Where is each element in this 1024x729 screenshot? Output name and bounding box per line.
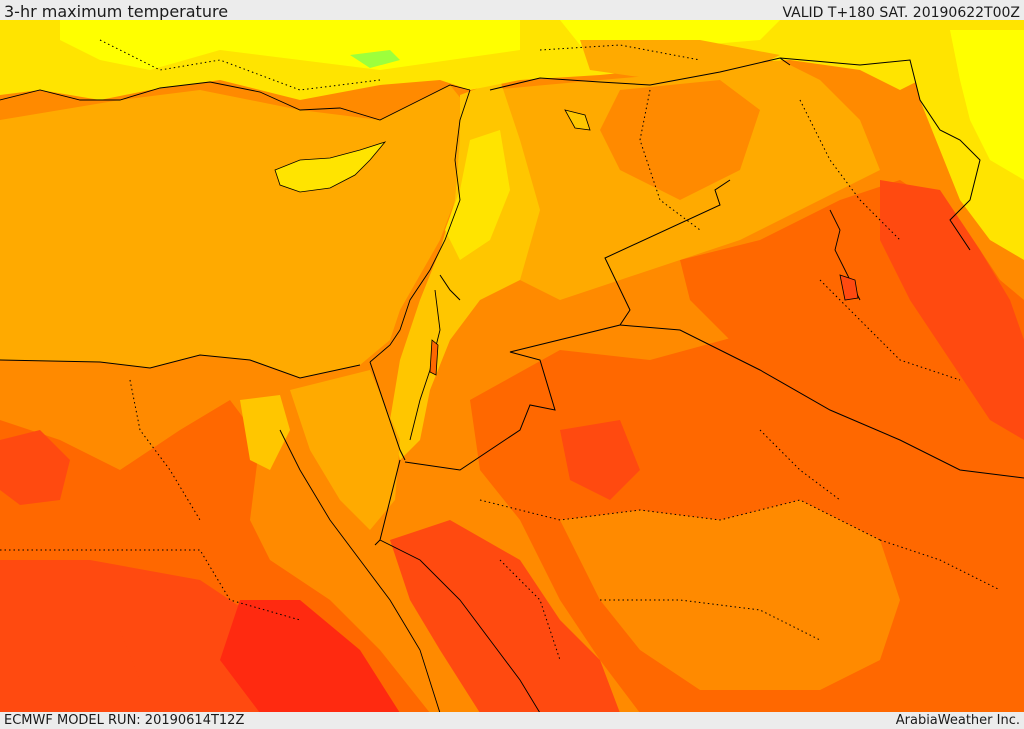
sinai-orange	[290, 370, 400, 530]
footer-bar: ECMWF MODEL RUN: 20190614T12Z ArabiaWeat…	[0, 712, 1024, 729]
temperature-map	[0, 20, 1024, 713]
admin-borders	[0, 39, 1001, 661]
credit-label: ArabiaWeather Inc.	[895, 713, 1020, 728]
green-patch	[350, 50, 400, 68]
iran-yellow-2	[950, 30, 1024, 180]
iraq-red-zone	[880, 180, 1024, 440]
cyprus-island	[274, 141, 387, 193]
egypt-red-patch-2	[70, 630, 140, 700]
arabia-hot-patch	[560, 420, 640, 500]
nile-yellow-patch	[240, 395, 290, 470]
libya-hottest-zone	[220, 600, 400, 713]
red-sea-hot-band	[390, 520, 620, 713]
dead-sea	[429, 339, 439, 376]
egypt-red-patch	[0, 430, 70, 505]
lebanon-yellow	[445, 130, 510, 260]
map-canvas	[0, 20, 1024, 713]
header-bar: 3-hr maximum temperature VALID T+180 SAT…	[0, 0, 1024, 22]
coastlines	[0, 81, 861, 713]
syria-dark-orange	[600, 80, 760, 200]
arabia-orange-zone	[560, 500, 900, 690]
map-title: 3-hr maximum temperature	[4, 2, 229, 21]
model-run-label: ECMWF MODEL RUN: 20190614T12Z	[4, 713, 245, 728]
lake-tharthar	[839, 274, 859, 301]
valid-time: VALID T+180 SAT. 20190622T00Z	[782, 5, 1020, 21]
country-borders	[0, 57, 1024, 546]
lake-assad	[564, 109, 591, 131]
turkey-bright-yellow	[60, 20, 520, 70]
